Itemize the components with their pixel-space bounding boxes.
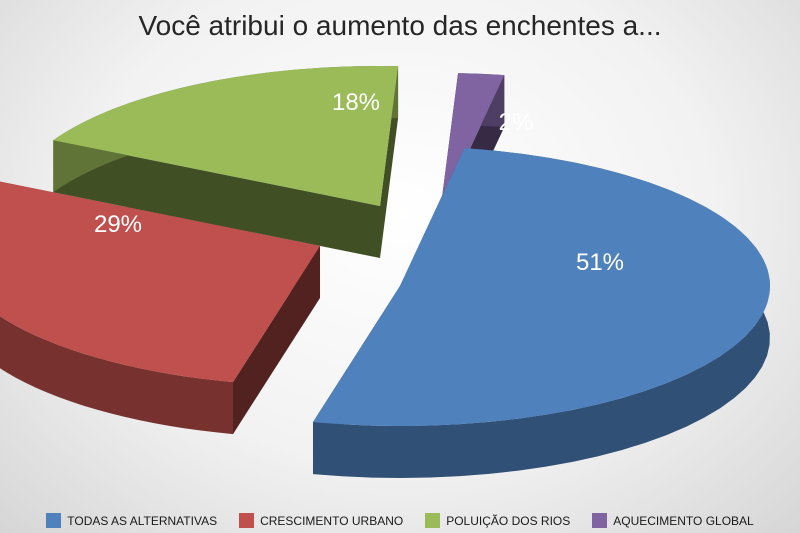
slice-top-poluicao-dos-rios	[53, 66, 399, 206]
slice-crescimento-urbano	[0, 181, 320, 435]
legend-item-crescimento-urbano: CRESCIMENTO URBANO	[239, 513, 403, 528]
slice-todas-as-alternativas	[312, 148, 770, 478]
legend-label: TODAS AS ALTERNATIVAS	[67, 513, 218, 528]
data-label-crescimento-urbano: 29%	[94, 211, 142, 238]
legend-swatch	[46, 513, 62, 528]
legend: TODAS AS ALTERNATIVAS CRESCIMENTO URBANO P…	[0, 508, 800, 533]
slice-side-crescimento-urbano	[0, 316, 233, 435]
legend-swatch	[592, 513, 608, 528]
legend-label: AQUECIMENTO GLOBAL	[613, 513, 754, 528]
slice-top-crescimento-urbano	[0, 181, 320, 383]
legend-swatch	[239, 513, 255, 528]
legend-item-aquecimento-global: AQUECIMENTO GLOBAL	[592, 513, 754, 528]
slice-top-todas-as-alternativas	[312, 148, 770, 426]
legend-swatch	[425, 513, 441, 528]
slice-wall-poluicao-dos-rios-0	[53, 140, 381, 258]
legend-item-todas-as-alternativas: TODAS AS ALTERNATIVAS	[46, 513, 217, 528]
slice-poluicao-dos-rios	[53, 66, 399, 258]
chart-title: Você atribui o aumento das enchentes a..…	[138, 10, 662, 41]
data-label-poluicao-dos-rios: 18%	[332, 89, 380, 116]
data-label-todas-as-alternativas: 51%	[576, 249, 624, 276]
legend-label: CRESCIMENTO URBANO	[260, 513, 404, 528]
legend-item-poluicao-dos-rios: POLUIÇÃO DOS RIOS	[425, 513, 570, 528]
data-label-aquecimento-global: 2%	[499, 109, 534, 136]
legend-label: POLUIÇÃO DOS RIOS	[446, 513, 571, 528]
